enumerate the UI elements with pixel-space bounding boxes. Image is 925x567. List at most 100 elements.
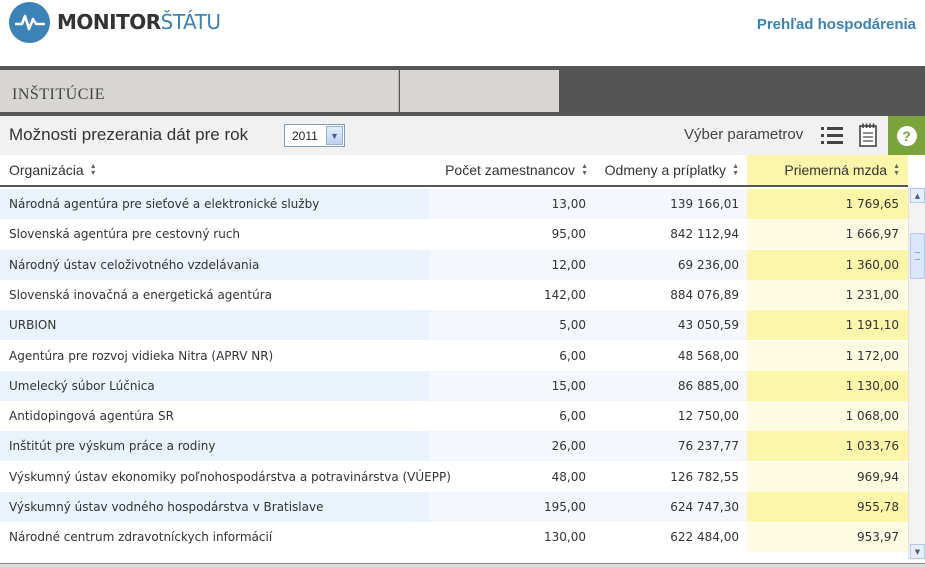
cell-employees: 5,00 [430, 310, 593, 341]
cell-organization: Slovenská inovačná a energetická agentúr… [9, 287, 273, 302]
cell-bonuses: 86 885,00 [593, 370, 747, 401]
table-row[interactable]: Inštitút pre výskum práce a rodiny 26,00 7… [0, 431, 908, 462]
overview-link[interactable]: Prehľad hospodárenia [756, 16, 916, 33]
cell-organization: Inštitút pre výskum práce a rodiny [0, 431, 430, 462]
cell-average-wage: 1 033,76 [747, 431, 908, 462]
column-header-average-wage[interactable]: Priemerná mzda ▲ ▼ [747, 155, 908, 185]
cell-average-wage: 1 191,10 [747, 310, 908, 341]
cell-bonuses: 139 166,01 [593, 189, 747, 219]
logo[interactable]: MONITORŠTÁTU [9, 0, 221, 44]
cell-organization: Výskumný ústav vodného hospodárstva v Br… [0, 492, 430, 522]
cell-bonuses: 842 112,94 [670, 227, 739, 242]
tab-secondary[interactable] [400, 70, 559, 114]
sort-icon: ▲ ▼ [893, 163, 900, 177]
cell-employees: 6,00 [559, 409, 586, 424]
logo-text-part1: MONITOR [57, 10, 161, 34]
column-header-label: Počet zamestnancov [445, 162, 576, 178]
cell-average-wage: 969,94 [747, 461, 908, 492]
sort-icon: ▲ ▼ [89, 163, 97, 177]
tab-bar: INŠTITÚCIE [0, 66, 925, 114]
year-select[interactable]: 2011 ▼ [284, 124, 345, 147]
column-header-label: Organizácia [9, 162, 84, 178]
cell-employees: 13,00 [430, 189, 593, 219]
table-row[interactable]: Národné centrum zdravotníckych informáci… [0, 522, 908, 553]
cell-average-wage: 1 360,00 [747, 249, 908, 280]
sort-icon: ▲ ▼ [732, 163, 739, 177]
cell-bonuses: 69 236,00 [593, 249, 747, 280]
cell-average-wage: 1 130,00 [747, 370, 908, 401]
notepad-icon[interactable] [858, 123, 878, 147]
table-row[interactable]: Slovenská inovačná a energetická agentúr… [0, 279, 908, 310]
help-button[interactable]: ? [888, 116, 925, 155]
cell-bonuses: 624 747,30 [593, 492, 747, 522]
cell-organization: Umelecký súbor Lúčnica [0, 370, 430, 401]
cell-average-wage: 955,78 [747, 492, 908, 522]
scroll-down-icon[interactable]: ▼ [910, 544, 925, 559]
table-row[interactable]: Antidopingová agentúra SR 6,00 12 750,00 1 … [0, 401, 908, 432]
cell-bonuses: 48 568,00 [677, 348, 739, 363]
cell-employees: 48,00 [551, 469, 586, 484]
tab-institucie[interactable]: INŠTITÚCIE [0, 70, 399, 114]
cell-organization: Národný ústav celoživotného vzdelávania [0, 249, 430, 280]
table-row[interactable]: Výskumný ústav ekonomiky poľnohospodárst… [0, 461, 908, 492]
cell-organization: Agentúra pre rozvoj vidieka Nitra (APRV … [9, 348, 274, 363]
cell-employees: 6,00 [559, 348, 586, 363]
cell-bonuses: 43 050,59 [593, 310, 747, 341]
options-bar: Možnosti prezerania dát pre rok 2011 ▼ V… [0, 116, 925, 155]
cell-average-wage: 1 769,65 [747, 189, 908, 219]
table-row[interactable]: URBION 5,00 43 050,59 1 191,10 [0, 310, 908, 341]
heartbeat-icon [9, 1, 50, 43]
table-row[interactable]: Národná agentúra pre sieťové a elektroni… [0, 189, 908, 219]
cell-organization: Národná agentúra pre sieťové a elektroni… [0, 189, 430, 219]
column-header-organization[interactable]: Organizácia ▲ ▼ [9, 155, 97, 185]
table-row[interactable]: Agentúra pre rozvoj vidieka Nitra (APRV … [0, 340, 908, 371]
cell-employees: 195,00 [430, 492, 593, 522]
cell-average-wage: 1 666,97 [747, 219, 908, 250]
cell-organization: Výskumný ústav ekonomiky poľnohospodárst… [9, 469, 451, 484]
cell-organization: URBION [0, 310, 430, 341]
table-header: Organizácia ▲ ▼ Počet zamestnancov ▲ ▼ Odm… [0, 155, 908, 187]
list-icon[interactable] [821, 126, 843, 146]
bottom-divider [0, 563, 925, 567]
column-header-bonuses[interactable]: Odmeny a príplatky ▲ ▼ [605, 155, 739, 185]
cell-bonuses: 12 750,00 [677, 409, 739, 424]
parameter-selection-link[interactable]: Výber parametrov [684, 126, 804, 143]
cell-bonuses: 76 237,77 [593, 431, 747, 462]
options-title: Možnosti prezerania dát pre rok [9, 125, 249, 144]
cell-organization: Antidopingová agentúra SR [9, 409, 174, 424]
tab-bar-divider [0, 112, 925, 116]
chevron-down-icon[interactable]: ▼ [326, 126, 343, 145]
logo-text-part2: ŠTÁTU [160, 10, 221, 34]
cell-employees: 95,00 [551, 227, 586, 242]
cell-average-wage: 1 231,00 [747, 279, 908, 310]
scroll-up-icon[interactable]: ▲ [910, 188, 925, 203]
cell-employees: 142,00 [544, 287, 586, 302]
scrollbar-thumb[interactable] [910, 233, 925, 279]
logo-text: MONITORŠTÁTU [57, 10, 221, 34]
cell-employees: 26,00 [430, 431, 593, 462]
cell-average-wage: 1 172,00 [747, 340, 908, 371]
cell-organization: Slovenská agentúra pre cestovný ruch [9, 227, 241, 242]
table-row[interactable]: Výskumný ústav vodného hospodárstva v Br… [0, 492, 908, 522]
cell-bonuses: 622 484,00 [670, 530, 739, 545]
cell-employees: 15,00 [430, 370, 593, 401]
column-header-label: Odmeny a príplatky [604, 162, 727, 178]
table-row[interactable]: Slovenská agentúra pre cestovný ruch 95,0… [0, 219, 908, 250]
table-row[interactable]: Umelecký súbor Lúčnica 15,00 86 885,00 1 13… [0, 370, 908, 401]
cell-organization: Národné centrum zdravotníckych informáci… [9, 530, 273, 545]
cell-bonuses: 126 782,55 [670, 469, 739, 484]
tab-institucie-label: INŠTITÚCIE [12, 86, 105, 103]
cell-employees: 12,00 [430, 249, 593, 280]
cell-bonuses: 884 076,89 [670, 287, 739, 302]
table-scrollbar[interactable]: ▲ ▼ [908, 187, 925, 560]
sort-icon: ▲ ▼ [581, 163, 588, 177]
column-header-label: Priemerná mzda [784, 162, 888, 178]
column-header-employees[interactable]: Počet zamestnancov ▲ ▼ [445, 155, 588, 185]
table-row[interactable]: Národný ústav celoživotného vzdelávania 1… [0, 249, 908, 280]
cell-average-wage: 953,97 [747, 522, 908, 553]
cell-average-wage: 1 068,00 [747, 401, 908, 432]
help-icon: ? [896, 125, 917, 146]
cell-employees: 130,00 [544, 530, 586, 545]
page-header: MONITORŠTÁTU Prehľad hospodárenia [0, 0, 925, 66]
table-body: Národná agentúra pre sieťové a elektroni… [0, 189, 908, 562]
